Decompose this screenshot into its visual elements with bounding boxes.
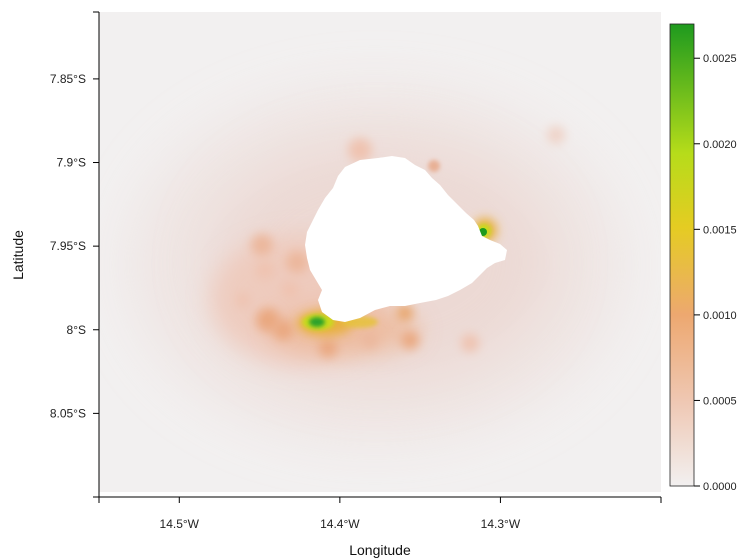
legend-colorbar <box>669 23 695 487</box>
legend-tick-label: 0.0000 <box>703 481 737 493</box>
legend-tick-label: 0.0015 <box>703 224 737 236</box>
density-blob <box>397 305 413 321</box>
x-tick-label: 14.5°W <box>160 517 200 531</box>
y-tick-label: 8°S <box>67 323 86 337</box>
hotspot-south-peak <box>309 317 325 327</box>
y-axis-title: Latitude <box>10 230 26 280</box>
legend-tick-label: 0.0020 <box>703 139 737 151</box>
density-blob <box>428 160 440 172</box>
density-blob <box>286 251 308 273</box>
density-blob <box>256 261 274 279</box>
x-axis-ticks: 14.5°W 14.4°W 14.3°W <box>160 497 521 531</box>
y-tick-label: 7.85°S <box>50 72 86 86</box>
y-tick-label: 8.05°S <box>50 406 86 420</box>
density-blob <box>362 332 378 348</box>
x-tick-label: 14.3°W <box>481 517 521 531</box>
density-blob <box>547 126 565 144</box>
density-blob <box>319 339 337 357</box>
y-tick-label: 7.9°S <box>57 156 86 170</box>
color-legend: 0.0000 0.0005 0.0010 0.0015 0.0020 0.0025 <box>669 23 737 493</box>
density-blob <box>401 331 419 349</box>
y-tick-label: 7.95°S <box>50 239 86 253</box>
island-land <box>305 156 507 322</box>
legend-tick-label: 0.0010 <box>703 310 737 322</box>
legend-tick-label: 0.0005 <box>703 395 737 407</box>
density-blob <box>461 334 479 352</box>
y-axis-ticks: 7.85°S 7.9°S 7.95°S 8°S 8.05°S <box>50 72 99 420</box>
density-blob <box>251 234 273 256</box>
legend-ticks: 0.0000 0.0005 0.0010 0.0015 0.0020 0.0025 <box>694 53 737 493</box>
density-blob <box>281 281 299 299</box>
x-tick-label: 14.4°W <box>320 517 360 531</box>
density-blob <box>348 138 372 162</box>
x-axis-title: Longitude <box>349 542 411 558</box>
density-blob <box>273 320 293 340</box>
legend-tick-label: 0.0025 <box>703 53 737 65</box>
density-blob <box>236 293 250 307</box>
